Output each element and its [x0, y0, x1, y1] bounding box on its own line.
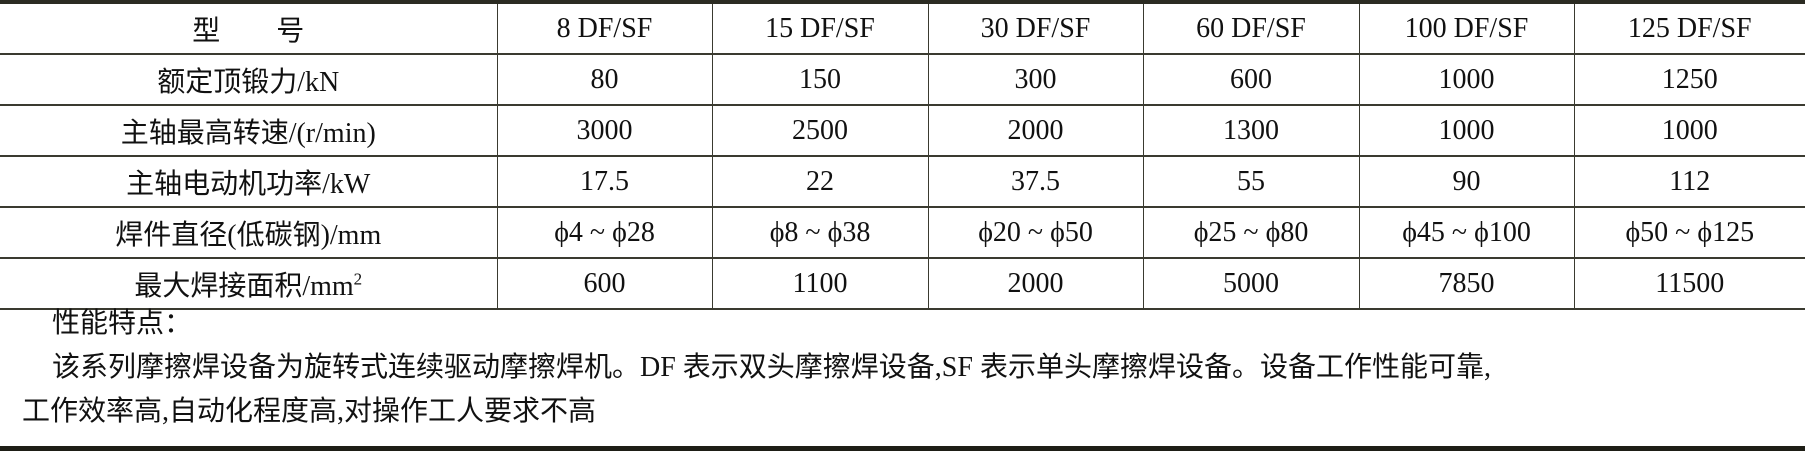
- cell: 2500: [711, 105, 928, 157]
- cell: 37.5: [927, 156, 1143, 208]
- cell: 3000: [496, 105, 712, 157]
- cell-text: 125 DF/SF: [1627, 12, 1752, 44]
- cell-text: 300: [1014, 63, 1057, 95]
- cell-text: 最大焊接面积/mm: [134, 270, 354, 302]
- cell-text: 55: [1237, 165, 1265, 197]
- cell: 5000: [1142, 258, 1359, 310]
- cell: ϕ8 ~ ϕ38: [711, 207, 928, 259]
- cell: 1000: [1573, 105, 1805, 157]
- cell-text: 150: [799, 63, 841, 95]
- cell: 80: [496, 54, 712, 106]
- cell-text: 37.5: [1011, 165, 1060, 197]
- cell: ϕ50 ~ ϕ125: [1573, 207, 1805, 259]
- superscript: 2: [353, 269, 363, 289]
- table-row: 最大焊接面积/mm2 600 1100 2000 5000 7850 11500: [0, 258, 1805, 310]
- cell-text: 15 DF/SF: [765, 12, 875, 44]
- cell-text: ϕ25 ~ ϕ80: [1193, 216, 1309, 248]
- cell-text: 600: [583, 267, 626, 299]
- cell: 1250: [1573, 54, 1805, 106]
- cell-text: 30 DF/SF: [980, 12, 1091, 44]
- cell-text: 1250: [1661, 63, 1718, 95]
- row-label: 额定顶锻力/kN: [0, 54, 497, 106]
- cell: 112: [1573, 156, 1805, 208]
- cell-text: 17.5: [580, 165, 629, 197]
- cell-text: 7850: [1438, 267, 1495, 299]
- cell: ϕ20 ~ ϕ50: [927, 207, 1143, 259]
- cell: 55: [1142, 156, 1359, 208]
- row-label: 最大焊接面积/mm2: [0, 258, 497, 310]
- cell-text: 80: [590, 63, 619, 95]
- notes: 性能特点： 该系列摩擦焊设备为旋转式连续驱动摩擦焊机。DF 表示双头摩擦焊设备,…: [0, 302, 1805, 434]
- cell: 100 DF/SF: [1358, 4, 1574, 55]
- cell: 1300: [1142, 105, 1359, 157]
- cell: 15 DF/SF: [711, 4, 928, 55]
- cell-text: 主轴最高转速/(r/min): [120, 117, 376, 149]
- cell: 60 DF/SF: [1142, 4, 1359, 55]
- row-label: 主轴电动机功率/kW: [0, 156, 497, 208]
- cell: 1000: [1358, 105, 1574, 157]
- cell: 30 DF/SF: [927, 4, 1143, 55]
- row-label: 主轴最高转速/(r/min): [0, 105, 497, 157]
- cell: 300: [927, 54, 1143, 106]
- cell: 600: [1142, 54, 1359, 106]
- cell: 2000: [927, 105, 1143, 157]
- cell-text: 1000: [1661, 114, 1718, 146]
- table-row: 主轴电动机功率/kW 17.5 22 37.5 55 90 112: [0, 156, 1805, 208]
- cell-text: 1100: [792, 267, 848, 299]
- notes-title: 性能特点：: [52, 308, 193, 339]
- cell-text: ϕ50 ~ ϕ125: [1625, 216, 1755, 248]
- cell-text: 22: [806, 165, 834, 197]
- cell-text: 3000: [576, 114, 633, 146]
- cell-text: 1000: [1438, 114, 1495, 146]
- cell-text: 8 DF/SF: [556, 12, 653, 44]
- cell-text: 额定顶锻力/kN: [157, 66, 340, 98]
- cell-text: 100 DF/SF: [1404, 12, 1529, 44]
- cell-text: 60 DF/SF: [1196, 12, 1306, 44]
- notes-line-2: 工作效率高,自动化程度高,对操作工人要求不高: [22, 396, 597, 427]
- cell-text: 焊件直径(低碳钢)/mm: [115, 219, 382, 251]
- cell-text: 11500: [1655, 267, 1725, 299]
- header-row: 型 号 8 DF/SF 15 DF/SF 30 DF/SF 60 DF/SF 100 DF…: [0, 4, 1805, 55]
- cell: 125 DF/SF: [1573, 4, 1805, 55]
- cell-text: ϕ4 ~ ϕ28: [554, 216, 655, 248]
- cell-text: 90: [1452, 165, 1481, 197]
- cell: ϕ25 ~ ϕ80: [1142, 207, 1359, 259]
- cell: 17.5: [496, 156, 712, 208]
- cell-text: 5000: [1223, 267, 1279, 299]
- cell-text: 2500: [792, 114, 848, 146]
- notes-line-1: 该系列摩擦焊设备为旋转式连续驱动摩擦焊机。DF 表示双头摩擦焊设备,SF 表示单…: [52, 352, 1491, 383]
- cell: 150: [711, 54, 928, 106]
- table-row: 主轴最高转速/(r/min) 3000 2500 2000 1300 1000 1000: [0, 105, 1805, 157]
- row-label: 型 号: [0, 4, 497, 55]
- cell: 22: [711, 156, 928, 208]
- cell-text: 主轴电动机功率/kW: [126, 168, 371, 200]
- bottom-rule: [0, 446, 1805, 451]
- cell-text: 1000: [1438, 63, 1495, 95]
- cell-text: 112: [1669, 165, 1711, 197]
- cell: 1100: [711, 258, 928, 310]
- table-row: 额定顶锻力/kN 80 150 300 600 1000 1250: [0, 54, 1805, 106]
- cell: 600: [496, 258, 712, 310]
- cell-text: 2000: [1007, 267, 1064, 299]
- cell: 7850: [1358, 258, 1574, 310]
- cell-text: 1300: [1223, 114, 1279, 146]
- cell: ϕ4 ~ ϕ28: [496, 207, 712, 259]
- spec-table: 型 号 8 DF/SF 15 DF/SF 30 DF/SF 60 DF/SF 100 DF…: [0, 4, 1805, 310]
- cell: 90: [1358, 156, 1574, 208]
- cell: 1000: [1358, 54, 1574, 106]
- cell: 11500: [1573, 258, 1805, 310]
- cell: 8 DF/SF: [496, 4, 712, 55]
- row-label: 焊件直径(低碳钢)/mm: [0, 207, 497, 259]
- cell: ϕ45 ~ ϕ100: [1358, 207, 1574, 259]
- cell: 2000: [927, 258, 1143, 310]
- cell-text: ϕ20 ~ ϕ50: [978, 216, 1093, 248]
- cell-text: ϕ45 ~ ϕ100: [1402, 216, 1531, 248]
- cell-text: 600: [1230, 63, 1272, 95]
- top-rule: [0, 0, 1805, 4]
- cell-text: 2000: [1007, 114, 1064, 146]
- cell-text: 型 号: [192, 15, 305, 47]
- cell-text: ϕ8 ~ ϕ38: [769, 216, 871, 248]
- table-row: 焊件直径(低碳钢)/mm ϕ4 ~ ϕ28 ϕ8 ~ ϕ38 ϕ20 ~ ϕ50 ϕ25…: [0, 207, 1805, 259]
